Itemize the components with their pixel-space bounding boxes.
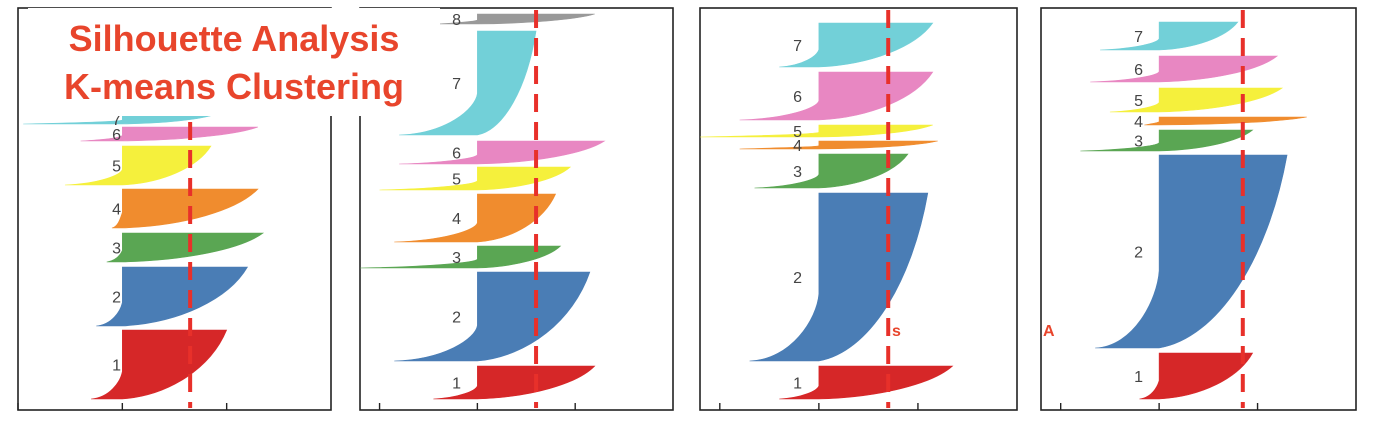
cluster-7-shape-panel-2 (399, 30, 537, 136)
silhouette-panel-3: 1 2 3 45 6 7 (699, 7, 1018, 411)
cluster-label-2-panel-4: 2 (1134, 245, 1143, 262)
cluster-5-shape-panel-3 (699, 124, 933, 138)
text-fragment-a: A (1043, 323, 1055, 340)
cluster-3-shape-panel-4 (1080, 129, 1254, 152)
cluster-1-shape-panel-3 (779, 365, 954, 400)
text-fragment-s: s (892, 323, 901, 340)
cluster-label-7-panel-4: 7 (1134, 29, 1143, 46)
cluster-5-shape-panel-1 (64, 145, 212, 186)
cluster-label-6-panel-3: 6 (793, 89, 802, 106)
cluster-6-shape-panel-1 (80, 126, 259, 142)
cluster-label-2-panel-2: 2 (452, 310, 461, 327)
cluster-7-shape-panel-4 (1100, 21, 1239, 51)
cluster-8-shape-panel-2 (438, 13, 595, 25)
chart-title-line-2: K-means Clustering (63, 66, 405, 107)
cluster-label-5-panel-1: 5 (112, 159, 121, 176)
cluster-label-3-panel-2: 3 (452, 250, 461, 267)
cluster-1-shape-panel-4 (1139, 352, 1254, 400)
cluster-7-shape-panel-1 (23, 113, 217, 125)
cluster-label-6-panel-1: 6 (112, 127, 121, 144)
cluster-2-shape-panel-3 (749, 192, 929, 362)
cluster-label-3-panel-4: 3 (1134, 134, 1143, 151)
axes-frame-2 (359, 7, 674, 411)
axes-frame-3 (699, 7, 1018, 411)
cluster-label-5-panel-3: 5 (793, 124, 802, 141)
cluster-3-shape-panel-1 (106, 232, 265, 263)
cluster-label-1-panel-3: 1 (793, 376, 802, 393)
cluster-label-6-panel-4: 6 (1134, 62, 1143, 79)
cluster-4-shape-panel-1 (111, 188, 259, 229)
cluster-label-4-panel-3: 4 (793, 138, 802, 155)
cluster-label-7-panel-3: 7 (793, 38, 802, 55)
cluster-label-2-panel-1: 2 (112, 290, 121, 307)
cluster-1-shape-panel-2 (433, 365, 596, 400)
cluster-6-shape-panel-2 (399, 140, 606, 165)
cluster-label-7-panel-2: 7 (452, 76, 461, 93)
cluster-2-shape-panel-2 (394, 271, 591, 362)
cluster-4-shape-panel-2 (394, 193, 557, 243)
cluster-label-4-panel-4: 4 (1134, 114, 1143, 131)
silhouette-panel-2: 1 2 3 4 5 6 7 8 (359, 7, 674, 411)
cluster-label-7-panel-1: 7 (112, 112, 121, 129)
cluster-label-1-panel-2: 1 (452, 376, 461, 393)
cluster-4-shape-panel-4 (1144, 116, 1307, 126)
cluster-3-shape-panel-3 (754, 153, 909, 189)
cluster-1-shape-panel-1 (91, 329, 228, 400)
cluster-5-shape-panel-4 (1109, 87, 1284, 113)
cluster-label-5-panel-4: 5 (1134, 93, 1143, 110)
cluster-label-4-panel-1: 4 (112, 202, 121, 219)
cluster-6-shape-panel-3 (739, 71, 934, 121)
cluster-2-shape-panel-4 (1095, 154, 1288, 349)
cluster-label-6-panel-2: 6 (452, 146, 461, 163)
axes-frame-4 (1040, 7, 1357, 411)
silhouette-panel-4: 1 2 3 4 5 6 7 (1040, 7, 1357, 411)
cluster-label-1-panel-1: 1 (112, 358, 121, 375)
cluster-label-4-panel-2: 4 (452, 211, 461, 228)
cluster-3-shape-panel-2 (359, 245, 562, 269)
cluster-label-3-panel-1: 3 (112, 241, 121, 258)
chart-title-line-1: Silhouette Analysis (68, 18, 400, 59)
cluster-label-8-panel-2: 8 (452, 12, 461, 29)
cluster-5-shape-panel-2 (379, 166, 572, 191)
cluster-label-2-panel-3: 2 (793, 270, 802, 287)
cluster-4-shape-panel-3 (739, 140, 938, 150)
cluster-2-shape-panel-1 (96, 266, 249, 327)
title-box: Silhouette Analysis K-means Clustering (28, 8, 440, 116)
cluster-label-1-panel-4: 1 (1134, 369, 1143, 386)
cluster-7-shape-panel-3 (779, 22, 934, 68)
cluster-label-3-panel-3: 3 (793, 164, 802, 181)
cluster-label-5-panel-2: 5 (452, 172, 461, 189)
cluster-6-shape-panel-4 (1090, 55, 1279, 83)
